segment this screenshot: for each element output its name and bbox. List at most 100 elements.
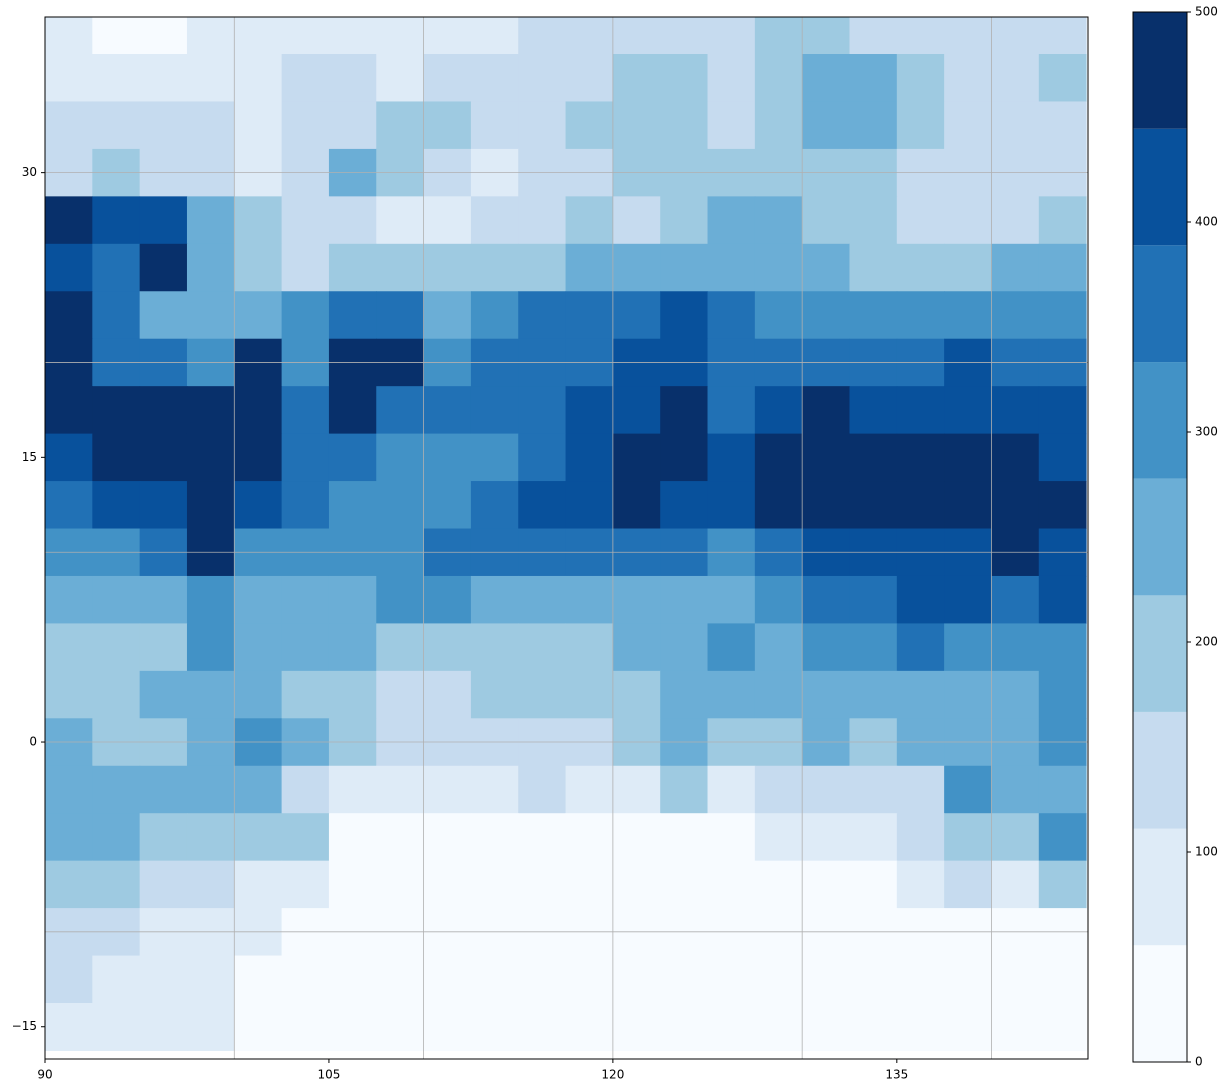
grid-cell	[328, 765, 377, 814]
grid-cell	[186, 670, 235, 719]
grid-cell	[376, 481, 425, 530]
grid-cell	[1038, 575, 1087, 624]
grid-cell	[612, 860, 661, 909]
y-tick-label: −15	[12, 1019, 37, 1033]
grid-cell	[565, 101, 614, 150]
grid-cell	[139, 433, 188, 482]
grid-cell	[139, 813, 188, 862]
grid-cell	[518, 765, 567, 814]
grid-cell	[754, 291, 803, 340]
x-tick-label: 120	[601, 1068, 624, 1082]
grid-cell	[896, 813, 945, 862]
grid-cell	[612, 386, 661, 435]
grid-cell	[849, 54, 898, 102]
grid-cell	[423, 481, 472, 530]
grid-cell	[896, 243, 945, 292]
grid-cell	[1038, 813, 1087, 862]
grid-cell	[281, 17, 330, 55]
grid-cell	[518, 17, 567, 55]
grid-cell	[896, 291, 945, 340]
grid-cell	[328, 243, 377, 292]
grid-cell	[565, 1003, 614, 1051]
grid-cell	[1038, 196, 1087, 245]
grid-cell	[470, 481, 519, 530]
grid-cell	[612, 17, 661, 55]
grid-cell	[707, 860, 756, 909]
grid-cell	[660, 575, 709, 624]
grid-cell	[565, 481, 614, 530]
grid-cell	[92, 1003, 141, 1051]
grid-cell	[139, 955, 188, 1004]
grid-cell	[328, 670, 377, 719]
grid-cell	[281, 386, 330, 435]
grid-cell	[92, 955, 141, 1004]
grid-cell	[849, 386, 898, 435]
grid-cell	[45, 860, 93, 909]
grid-cell	[139, 765, 188, 814]
grid-cell	[45, 196, 93, 245]
grid-cell	[376, 54, 425, 102]
grid-cell	[470, 54, 519, 102]
grid-cell	[328, 54, 377, 102]
grid-cell	[991, 765, 1040, 814]
grid-cell	[518, 623, 567, 672]
grid-cell	[470, 196, 519, 245]
grid-cell	[470, 813, 519, 862]
grid-cell	[186, 101, 235, 150]
grid-cell	[896, 955, 945, 1004]
grid-cell	[376, 813, 425, 862]
grid-cell	[565, 765, 614, 814]
grid-cell	[991, 955, 1040, 1004]
grid-cell	[45, 623, 93, 672]
colorbar-tick-label: 400	[1195, 215, 1218, 229]
grid-cell	[518, 243, 567, 292]
grid-cell	[45, 243, 93, 292]
grid-cell	[328, 1003, 377, 1051]
grid-cell	[660, 623, 709, 672]
grid-cell	[92, 765, 141, 814]
grid-cell	[139, 1003, 188, 1051]
grid-cell	[802, 17, 850, 55]
grid-cell	[991, 101, 1040, 150]
grid-cell	[139, 291, 188, 340]
grid-cell	[423, 101, 472, 150]
grid-cell	[328, 623, 377, 672]
grid-cell	[1038, 101, 1087, 150]
grid-cell	[470, 670, 519, 719]
grid-cell	[754, 101, 803, 150]
grid-cell	[849, 670, 898, 719]
grid-cell	[45, 433, 93, 482]
grid-cell	[944, 433, 992, 482]
colorbar-tick-label: 200	[1195, 635, 1218, 649]
colorbar: 0 100 200 300 400 500	[1132, 5, 1218, 1069]
grid-cell	[139, 196, 188, 245]
grid-cell	[612, 1003, 661, 1051]
grid-cell	[660, 243, 709, 292]
grid-cell	[612, 813, 661, 862]
grid-cell	[92, 243, 141, 292]
grid-cell	[45, 54, 93, 102]
grid-cell	[139, 386, 188, 435]
grid-cell	[896, 765, 945, 814]
grid-cell	[707, 481, 756, 530]
grid-cell	[707, 243, 756, 292]
grid-cell	[991, 291, 1040, 340]
grid-cell	[660, 433, 709, 482]
grid-cell	[423, 54, 472, 102]
grid-cell	[754, 765, 803, 814]
grid-cell	[1038, 433, 1087, 482]
grid-cell	[896, 670, 945, 719]
grid-cell	[707, 955, 756, 1004]
grid-cell	[234, 1003, 283, 1051]
grid-cell	[944, 765, 992, 814]
grid-cell	[281, 291, 330, 340]
grid-cell	[139, 17, 188, 55]
grid-cell	[45, 481, 93, 530]
grid-cell	[423, 813, 472, 862]
grid-cell	[92, 813, 141, 862]
grid-cell	[234, 433, 283, 482]
grid-cell	[565, 291, 614, 340]
grid-cell	[849, 1003, 898, 1051]
grid-cell	[423, 17, 472, 55]
grid-cell	[328, 860, 377, 909]
